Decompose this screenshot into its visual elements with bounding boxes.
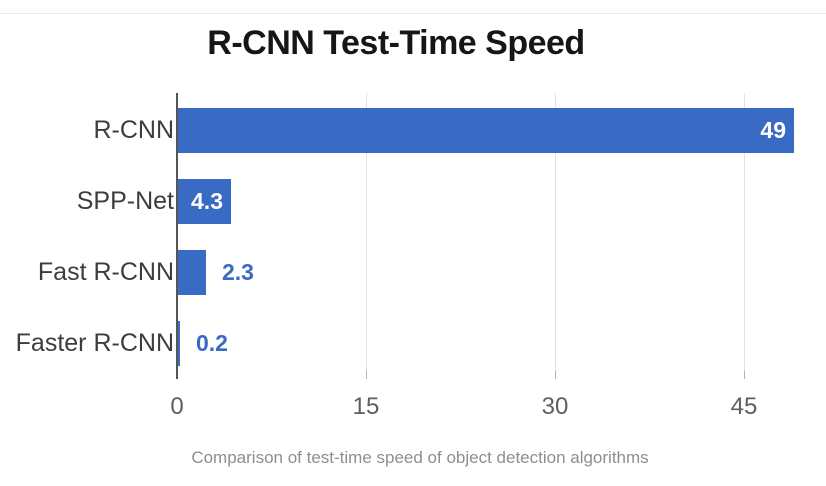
bar xyxy=(177,250,206,295)
x-axis-tick-mark xyxy=(365,371,367,379)
y-axis-line xyxy=(176,93,178,379)
bar-value-label: 4.3 xyxy=(191,188,223,214)
x-axis-tick-mark xyxy=(554,371,556,379)
bar-value-label: 0.2 xyxy=(196,330,228,356)
x-axis-tick-label: 15 xyxy=(352,393,380,420)
chart-caption: Comparison of test-time speed of object … xyxy=(191,448,649,467)
chart-title: R-CNN Test-Time Speed xyxy=(207,24,585,62)
bar-value-label: 2.3 xyxy=(222,259,254,285)
category-label: SPP-Net xyxy=(76,187,174,215)
top-divider-line xyxy=(0,13,826,14)
x-axis-tick-label: 45 xyxy=(730,393,758,420)
x-axis-tick-label: 30 xyxy=(541,393,569,420)
bar-value-label: 49 xyxy=(760,117,786,143)
x-axis-tick-mark xyxy=(743,371,745,379)
gridline xyxy=(554,93,556,371)
gridline xyxy=(743,93,745,371)
gridline xyxy=(365,93,367,371)
x-axis-tick-label: 0 xyxy=(170,393,184,420)
category-label: Faster R-CNN xyxy=(15,329,174,357)
bar xyxy=(177,321,180,366)
category-label: R-CNN xyxy=(93,116,174,144)
bar: 4.3 xyxy=(177,179,231,224)
category-label: Fast R-CNN xyxy=(37,258,174,286)
bar: 49 xyxy=(177,108,794,153)
